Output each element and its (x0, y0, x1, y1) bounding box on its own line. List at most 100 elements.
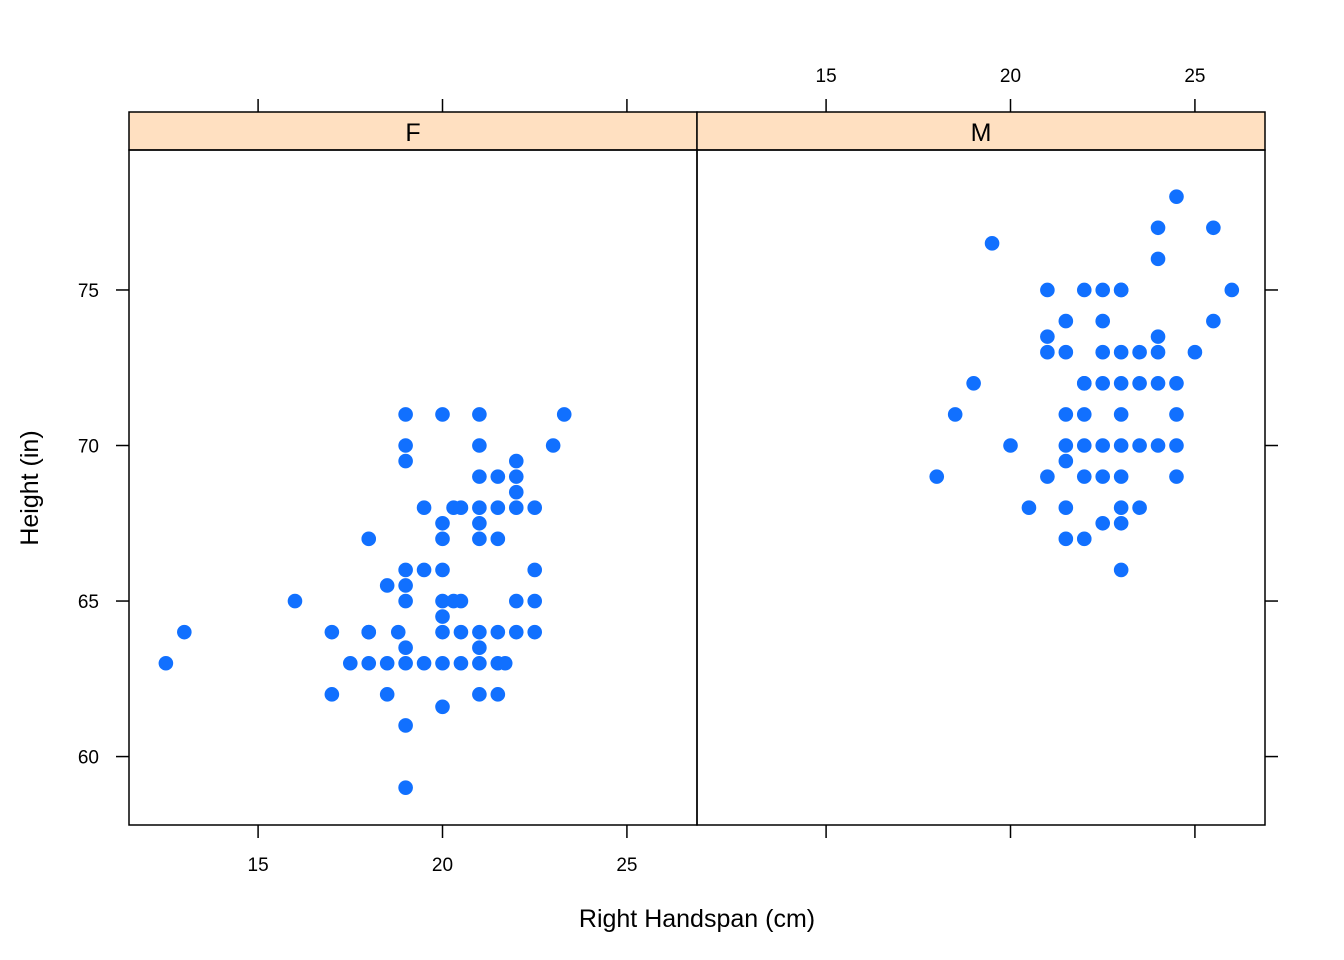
data-point (416, 562, 432, 578)
y-axis-title: Height (in) (16, 430, 44, 545)
data-point (435, 699, 450, 715)
data-point (1169, 469, 1184, 484)
data-point (398, 562, 413, 578)
data-point (453, 500, 469, 516)
data-point (324, 687, 340, 702)
data-point (416, 655, 432, 671)
data-point (1169, 438, 1184, 453)
data-point (177, 624, 192, 640)
data-point (398, 655, 413, 671)
data-point (1113, 407, 1129, 422)
data-point (435, 562, 450, 578)
data-point (398, 640, 413, 655)
data-point (1040, 344, 1055, 360)
x-tick-label: 20 (1000, 66, 1021, 87)
data-point (1224, 282, 1240, 298)
data-point (1113, 375, 1129, 391)
data-point (1150, 438, 1166, 453)
data-point (1150, 329, 1166, 344)
data-point (1113, 438, 1129, 453)
strip-label-f: F (405, 119, 420, 147)
strip-label-m: M (971, 119, 992, 147)
data-point (508, 593, 524, 609)
data-point (1150, 251, 1166, 267)
data-point (1058, 500, 1074, 516)
data-point (1058, 438, 1074, 453)
data-point (379, 655, 395, 671)
data-point (379, 578, 395, 593)
data-point (435, 655, 450, 671)
data-point (1058, 407, 1074, 422)
data-point (1095, 375, 1111, 391)
data-point (508, 453, 524, 469)
x-tick-label: 25 (1184, 66, 1205, 87)
plot-frame-f (128, 149, 698, 826)
data-point (490, 531, 506, 547)
data-point (472, 515, 487, 531)
plot-frame-m (696, 149, 1266, 826)
data-point (398, 407, 413, 422)
data-point (527, 593, 543, 609)
data-point (287, 593, 303, 609)
data-point (1076, 407, 1092, 422)
strip-f (128, 111, 698, 151)
data-point (1132, 500, 1147, 516)
data-point (472, 469, 487, 484)
x-axis-title: Right Handspan (cm) (579, 905, 815, 933)
x-tick-label: 25 (616, 855, 637, 876)
data-point (361, 624, 377, 640)
strip-m (696, 111, 1266, 151)
data-point (1150, 344, 1166, 360)
data-point (472, 500, 487, 516)
data-point (1076, 469, 1092, 484)
data-point (527, 624, 543, 640)
data-point (398, 593, 413, 609)
data-point (1132, 344, 1147, 360)
data-point (435, 531, 450, 547)
x-tick-label: 15 (816, 66, 837, 87)
data-point (1003, 438, 1018, 453)
data-point (1095, 344, 1111, 360)
data-point (453, 655, 469, 671)
data-point (1040, 469, 1055, 484)
data-point (416, 500, 432, 516)
data-point (527, 500, 543, 516)
data-point (342, 655, 358, 671)
data-point (490, 624, 506, 640)
data-point (472, 438, 487, 453)
data-point (947, 407, 963, 422)
data-point (1095, 438, 1111, 453)
data-point (966, 375, 981, 391)
data-point (1021, 500, 1037, 516)
data-point (1113, 282, 1129, 298)
data-point (1076, 375, 1092, 391)
data-point (1040, 282, 1055, 298)
data-point (361, 531, 377, 547)
data-point (472, 624, 487, 640)
data-point (435, 407, 450, 422)
data-point (1058, 453, 1074, 469)
data-point (1058, 313, 1074, 329)
data-point (1150, 375, 1166, 391)
data-point (490, 500, 506, 516)
x-tick-label: 15 (248, 855, 269, 876)
data-point (398, 453, 413, 469)
data-point (435, 624, 450, 640)
data-point (1206, 220, 1221, 236)
data-point (472, 640, 487, 655)
data-point (472, 655, 487, 671)
y-tick-label: 65 (78, 592, 99, 613)
data-point (472, 407, 487, 422)
data-point (1095, 282, 1111, 298)
data-point (1058, 531, 1074, 547)
data-point (158, 655, 174, 671)
data-point (390, 624, 406, 640)
y-tick-label: 75 (78, 281, 99, 302)
data-point (508, 624, 524, 640)
data-point (508, 500, 524, 516)
data-point (490, 469, 506, 484)
data-point (398, 718, 413, 733)
data-point (1113, 562, 1129, 578)
data-point (1150, 220, 1166, 236)
